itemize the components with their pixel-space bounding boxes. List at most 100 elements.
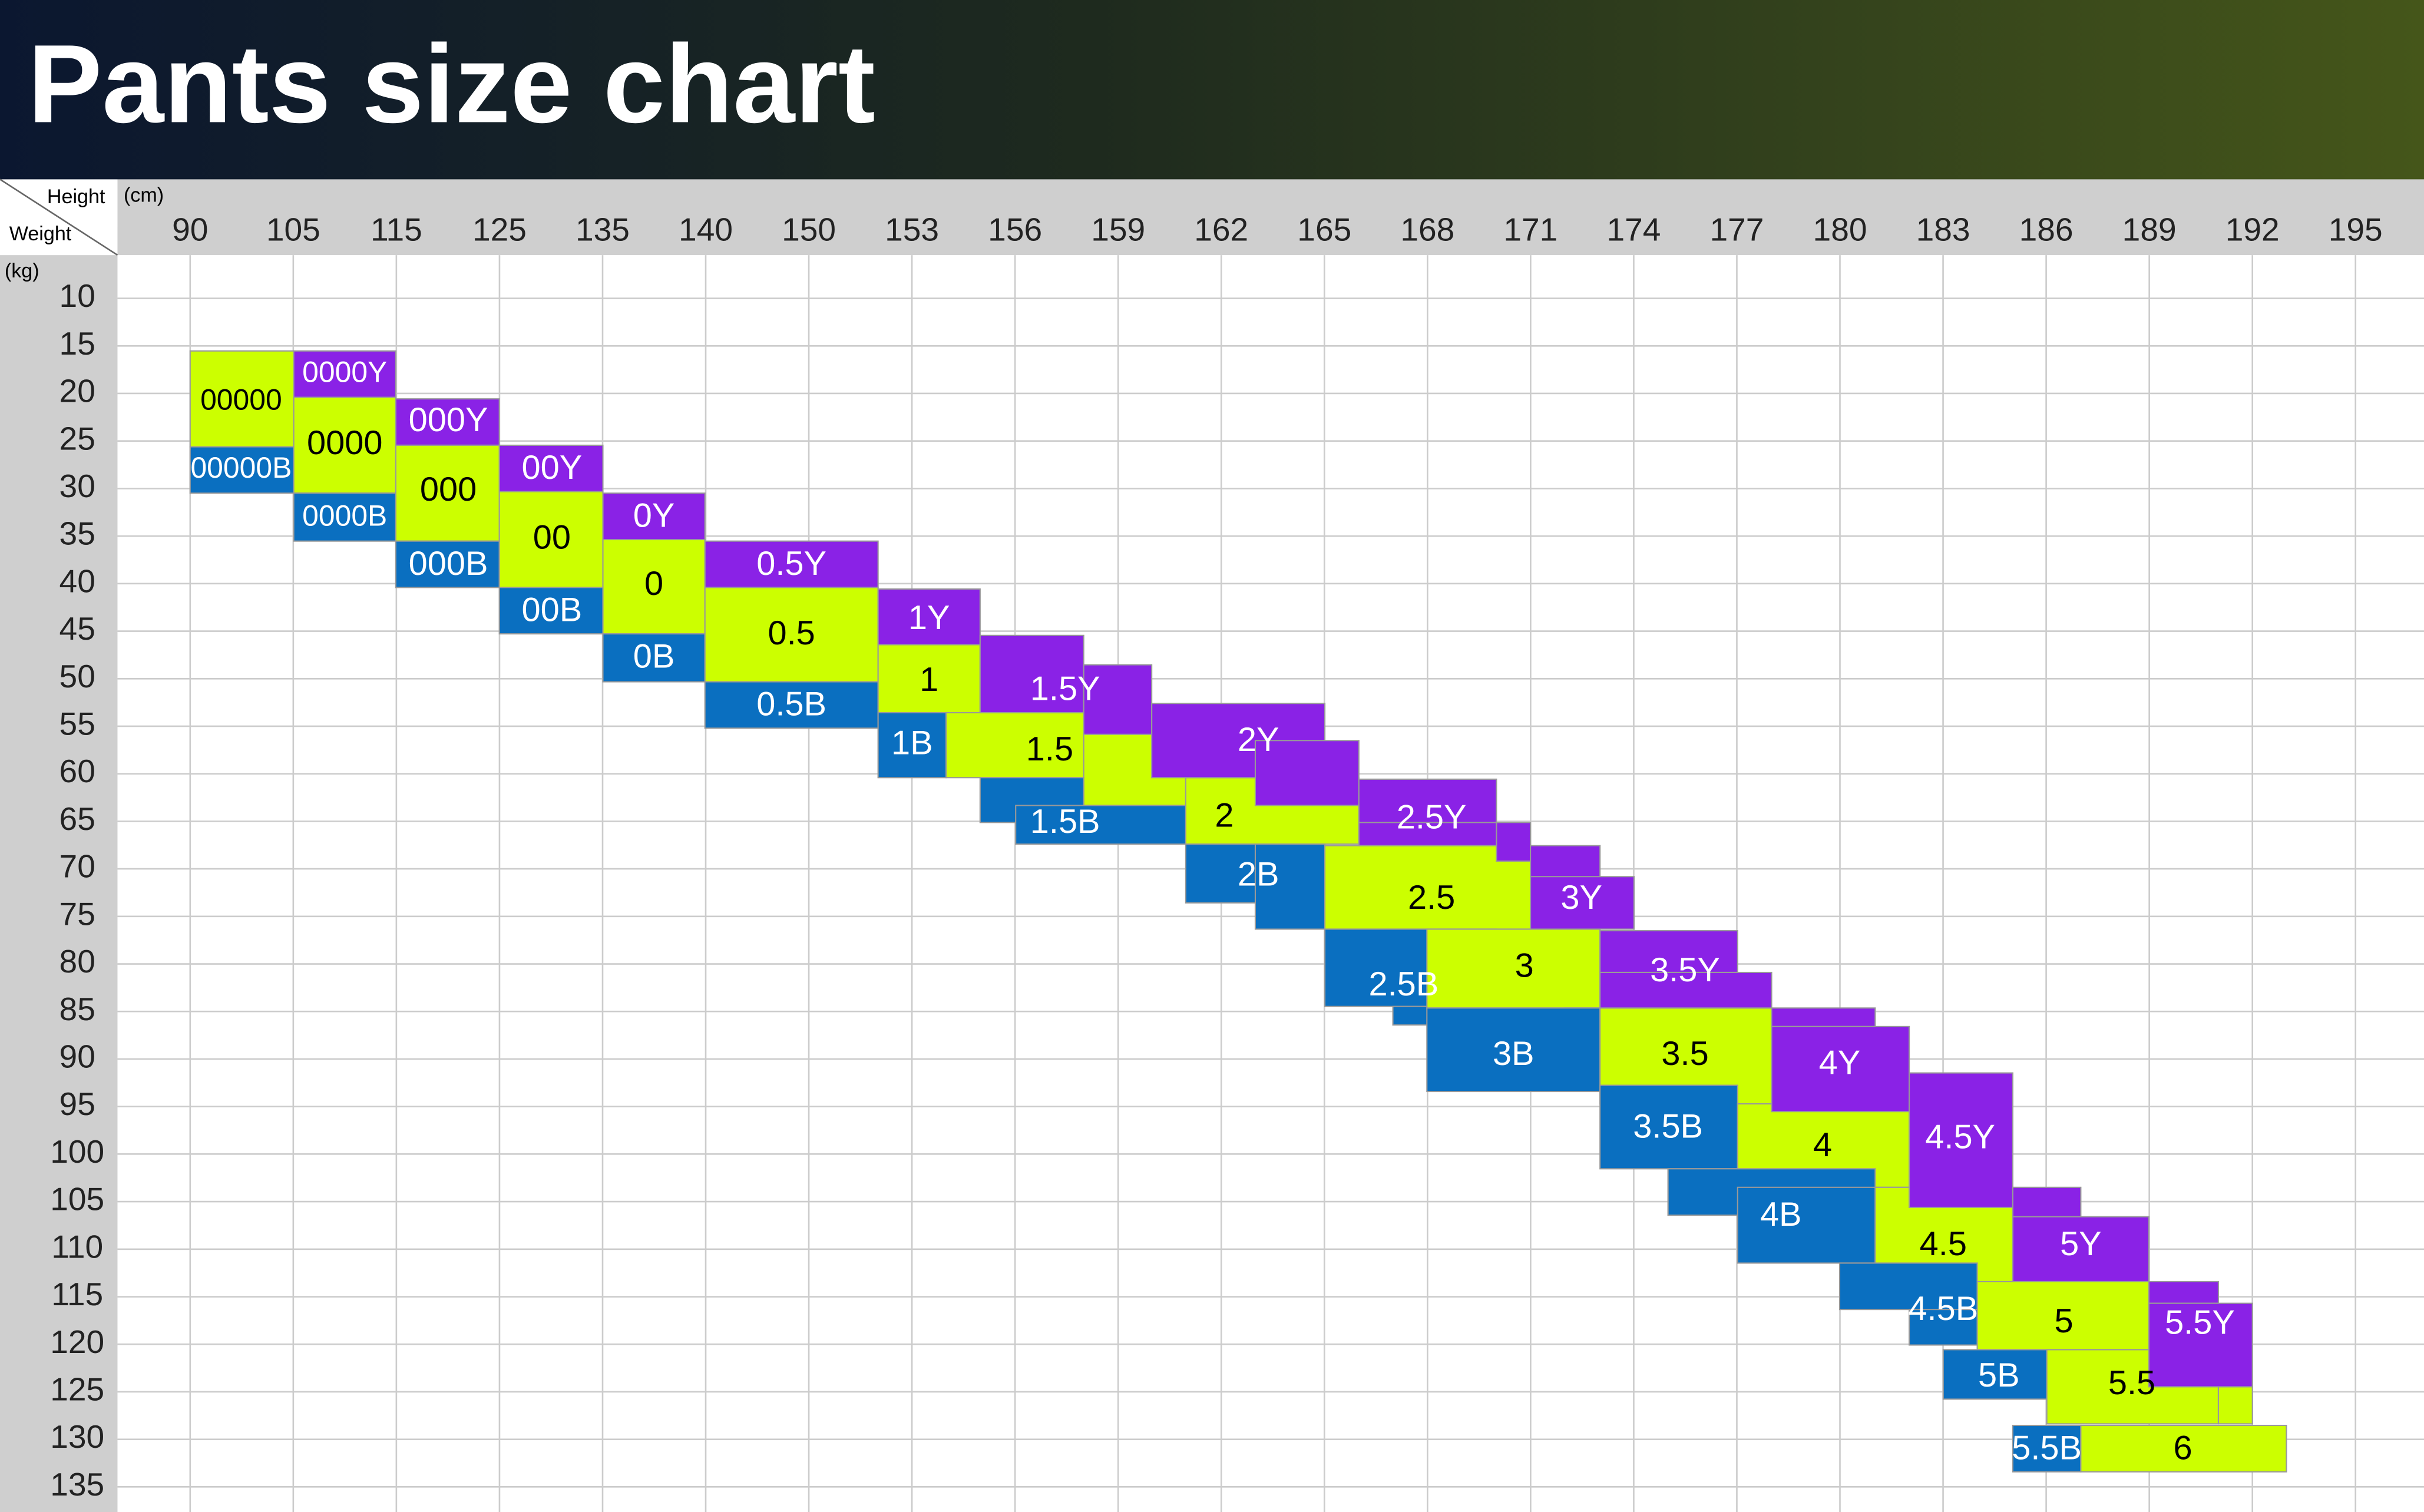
size-label: 00Y	[522, 449, 583, 487]
weight-label: 130	[50, 1418, 104, 1455]
size-block	[1015, 805, 1186, 845]
weight-label: 100	[50, 1133, 104, 1170]
height-label: 174	[1606, 211, 1661, 247]
size-label: 00	[533, 518, 571, 556]
size-block	[293, 350, 396, 398]
size-label: 4.5Y	[1925, 1119, 1995, 1156]
size-label: 00000	[200, 383, 282, 416]
size-label: 2.5	[1408, 879, 1455, 917]
height-label: 189	[2122, 211, 2177, 247]
size-label: 4	[1813, 1126, 1832, 1164]
size-block	[1254, 740, 1360, 806]
size-block	[979, 634, 1084, 714]
size-label: 3.5Y	[1650, 951, 1720, 989]
size-label: 2Y	[1238, 721, 1279, 759]
size-label: 1.5	[1026, 730, 1073, 768]
size-label: 4B	[1760, 1196, 1802, 1233]
height-label: 125	[472, 211, 527, 247]
size-block	[395, 540, 500, 588]
height-label: 115	[371, 211, 422, 247]
size-label: 000Y	[409, 401, 488, 439]
size-label: 0000B	[302, 499, 387, 532]
size-label: 0.5B	[756, 686, 826, 723]
height-label: 171	[1503, 211, 1557, 247]
weight-label: 115	[51, 1276, 103, 1312]
weight-label: 135	[50, 1466, 104, 1503]
height-label: 180	[1813, 211, 1867, 247]
weight-label: 125	[50, 1371, 104, 1407]
size-block	[1909, 1309, 1978, 1346]
size-block	[1426, 1007, 1601, 1093]
weight-label: 110	[51, 1228, 103, 1265]
weight-label: 95	[59, 1086, 95, 1122]
size-label: 1B	[891, 724, 933, 762]
height-label: 177	[1709, 211, 1764, 247]
weight-label: 35	[59, 515, 95, 552]
size-block	[395, 398, 500, 446]
size-label: 2	[1215, 797, 1234, 835]
size-block	[2012, 1186, 2082, 1217]
size-label: 1	[920, 661, 938, 699]
size-block	[602, 492, 706, 541]
weight-label: 20	[59, 373, 95, 409]
size-block	[1942, 1349, 2048, 1400]
size-label: 5B	[1978, 1357, 2020, 1394]
title: Pants size chart	[28, 22, 875, 146]
height-header	[0, 179, 2424, 256]
size-block	[1083, 664, 1153, 735]
height-label: 183	[1916, 211, 1970, 247]
size-label: 000B	[409, 545, 488, 583]
weight-header	[0, 255, 118, 1512]
weight-unit: (kg)	[5, 260, 39, 282]
size-label: 000	[420, 471, 477, 508]
size-block	[1530, 876, 1635, 930]
weight-label: 10	[59, 277, 95, 314]
weight-label: 70	[59, 848, 95, 885]
corner-diagonal	[0, 178, 118, 256]
size-block	[498, 587, 604, 635]
size-block	[2148, 1281, 2220, 1304]
size-block	[1737, 1186, 1876, 1264]
size-label: 0B	[633, 637, 675, 675]
size-label: 3	[1515, 947, 1534, 984]
size-block	[877, 712, 947, 779]
size-label: 6	[2174, 1429, 2192, 1467]
size-label: 4.5B	[1908, 1290, 1978, 1328]
height-label: 186	[2019, 211, 2074, 247]
size-label: 3.5B	[1633, 1107, 1703, 1145]
header-band	[0, 0, 2424, 180]
size-label: 00B	[522, 591, 583, 629]
size-label: 5Y	[2060, 1225, 2102, 1263]
weight-label: 25	[59, 420, 95, 456]
size-label: 0.5	[768, 614, 815, 652]
size-label: 0000Y	[302, 355, 387, 388]
size-label: 0.5Y	[756, 545, 826, 583]
size-block	[704, 587, 879, 683]
size-label: 00000B	[190, 451, 292, 484]
height-label: 105	[266, 211, 320, 247]
size-block	[1496, 822, 1532, 862]
height-label: 156	[988, 211, 1042, 247]
size-label: 4Y	[1819, 1044, 1861, 1082]
weight-label: 60	[59, 753, 95, 789]
height-label: 159	[1091, 211, 1145, 247]
size-block	[189, 350, 295, 448]
corner-weight: Weight	[9, 223, 72, 245]
size-block	[1771, 1025, 1910, 1113]
size-block	[1358, 822, 1497, 846]
size-block	[877, 588, 981, 646]
size-label: 5.5Y	[2165, 1304, 2235, 1342]
size-block	[1909, 1072, 2013, 1208]
size-label: 3Y	[1560, 879, 1602, 917]
size-block	[2148, 1302, 2253, 1388]
size-label: 2.5Y	[1397, 798, 1467, 836]
height-label: 90	[172, 211, 208, 247]
size-label: 5.5B	[2012, 1429, 2082, 1467]
height-label: 135	[576, 211, 630, 247]
weight-label: 75	[59, 895, 95, 932]
size-block	[498, 444, 604, 492]
size-block	[293, 492, 396, 542]
size-block	[1976, 1281, 2149, 1351]
weight-label: 105	[50, 1181, 104, 1217]
